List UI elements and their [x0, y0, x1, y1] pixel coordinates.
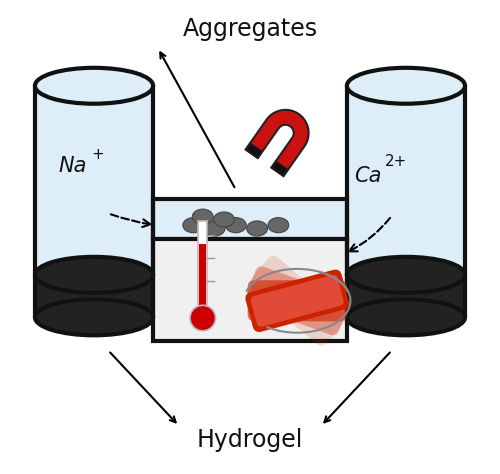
FancyBboxPatch shape	[248, 280, 347, 321]
FancyBboxPatch shape	[246, 266, 349, 335]
FancyArrowPatch shape	[111, 214, 150, 227]
Bar	[94, 199, 153, 239]
Text: +: +	[92, 147, 104, 162]
Ellipse shape	[347, 257, 465, 293]
Polygon shape	[246, 110, 308, 176]
Ellipse shape	[347, 300, 465, 335]
Ellipse shape	[246, 221, 268, 236]
Text: Aggregates: Aggregates	[182, 17, 318, 41]
Ellipse shape	[183, 218, 204, 233]
FancyBboxPatch shape	[248, 255, 346, 346]
FancyBboxPatch shape	[246, 270, 349, 332]
Bar	[153, 239, 347, 341]
Polygon shape	[246, 143, 262, 158]
Ellipse shape	[347, 68, 465, 104]
FancyArrowPatch shape	[349, 218, 390, 251]
Text: Hydrogel: Hydrogel	[197, 428, 303, 452]
Ellipse shape	[214, 212, 234, 227]
Ellipse shape	[204, 221, 225, 236]
Bar	[200, 244, 206, 314]
Ellipse shape	[226, 218, 246, 233]
Circle shape	[190, 305, 216, 331]
Text: 2+: 2+	[384, 154, 407, 169]
Bar	[35, 275, 153, 318]
Ellipse shape	[35, 68, 153, 104]
Ellipse shape	[35, 257, 153, 293]
Bar	[198, 221, 207, 314]
Bar	[35, 86, 153, 275]
Bar	[347, 275, 465, 318]
Ellipse shape	[268, 218, 289, 233]
Text: Ca: Ca	[354, 165, 382, 185]
Bar	[153, 199, 347, 239]
Ellipse shape	[35, 300, 153, 335]
Ellipse shape	[192, 209, 213, 224]
Polygon shape	[272, 161, 288, 176]
Text: Na: Na	[58, 156, 87, 176]
FancyBboxPatch shape	[251, 275, 344, 327]
Bar	[347, 86, 465, 275]
